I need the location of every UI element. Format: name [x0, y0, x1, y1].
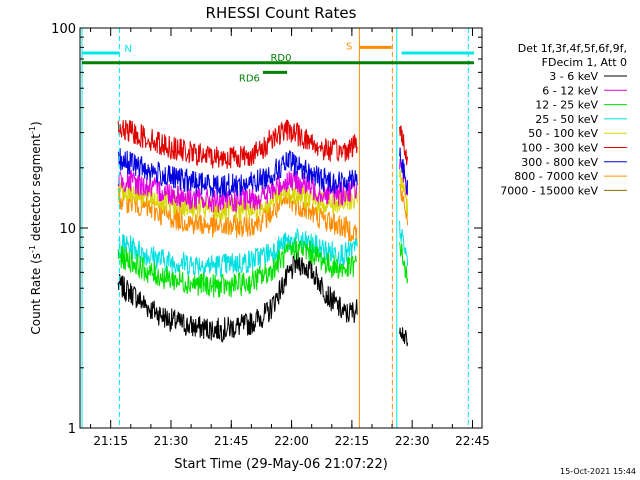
- y-axis-label-sup: -1: [28, 245, 37, 253]
- state-bar-label: RD0: [270, 53, 291, 64]
- series-layer: [117, 119, 409, 347]
- series-trace-segment: [399, 147, 409, 194]
- series-trace: [117, 188, 358, 242]
- legend-label: 300 - 800 keV: [521, 156, 598, 169]
- x-tick-label: 21:45: [214, 434, 249, 448]
- annotation-layer: N S RD0 RD6: [81, 28, 474, 428]
- y-axis-label: Count Rate (s-1 detector segment-1): [28, 121, 43, 334]
- legend-label: 50 - 100 keV: [528, 127, 598, 140]
- legend-header-line-1: Det 1f,3f,4f,5f,6f,9f,: [518, 42, 627, 55]
- legend-label: 100 - 300 keV: [521, 142, 598, 155]
- series-trace-segment: [399, 327, 409, 347]
- series-trace-segment: [399, 168, 409, 216]
- state-bar-label: S: [346, 41, 352, 52]
- state-bar-label: N: [124, 44, 131, 55]
- x-tick-label: 22:15: [335, 434, 370, 448]
- series-trace: [117, 148, 358, 198]
- series-trace-segment: [399, 242, 409, 284]
- x-tick-label: 21:30: [154, 434, 189, 448]
- x-tick-label: 22:00: [274, 434, 309, 448]
- legend-label: 3 - 6 keV: [549, 70, 598, 83]
- x-tick-label: 21:15: [93, 434, 128, 448]
- x-axis-label: Start Time (29-May-06 21:07:22): [174, 457, 388, 472]
- series-trace-segment: [399, 125, 409, 166]
- legend-header-line-2: FDecim 1, Att 0: [542, 56, 627, 69]
- state-bar-label: RD6: [239, 73, 260, 84]
- chart-title: RHESSI Count Rates: [206, 4, 357, 22]
- generated-timestamp: 15-Oct-2021 15:44: [560, 467, 636, 476]
- series-trace-segment: [399, 220, 409, 267]
- series-trace: [117, 238, 358, 298]
- y-tick-label: 10: [59, 222, 76, 237]
- y-tick-label: 100: [51, 22, 76, 37]
- y-axis-label-main: Count Rate (s: [29, 253, 43, 335]
- series-trace-segment: [399, 183, 409, 226]
- series-trace: [117, 250, 358, 344]
- legend-label: 6 - 12 keV: [542, 84, 598, 97]
- x-tick-label: 22:45: [455, 434, 490, 448]
- legend: Det 1f,3f,4f,5f,6f,9f, FDecim 1, Att 0 3…: [500, 42, 627, 197]
- legend-label: 7000 - 15000 keV: [500, 184, 598, 197]
- series-trace: [117, 119, 358, 169]
- x-tick-label: 22:30: [395, 434, 430, 448]
- y-tick-label: 1: [68, 422, 76, 437]
- legend-label: 800 - 7000 keV: [514, 170, 598, 183]
- y-axis-label-mid: detector segment: [29, 134, 43, 245]
- legend-label: 25 - 50 keV: [535, 113, 598, 126]
- y-axis-label-sup2: -1: [28, 126, 37, 134]
- axis-layer: 21:15 21:30 21:45 22:00 22:15 22:30 22:45 1 10 10…: [51, 22, 490, 448]
- plot-frame: [79, 27, 483, 429]
- legend-label: 12 - 25 keV: [535, 99, 598, 112]
- y-axis-label-end: ): [29, 121, 43, 126]
